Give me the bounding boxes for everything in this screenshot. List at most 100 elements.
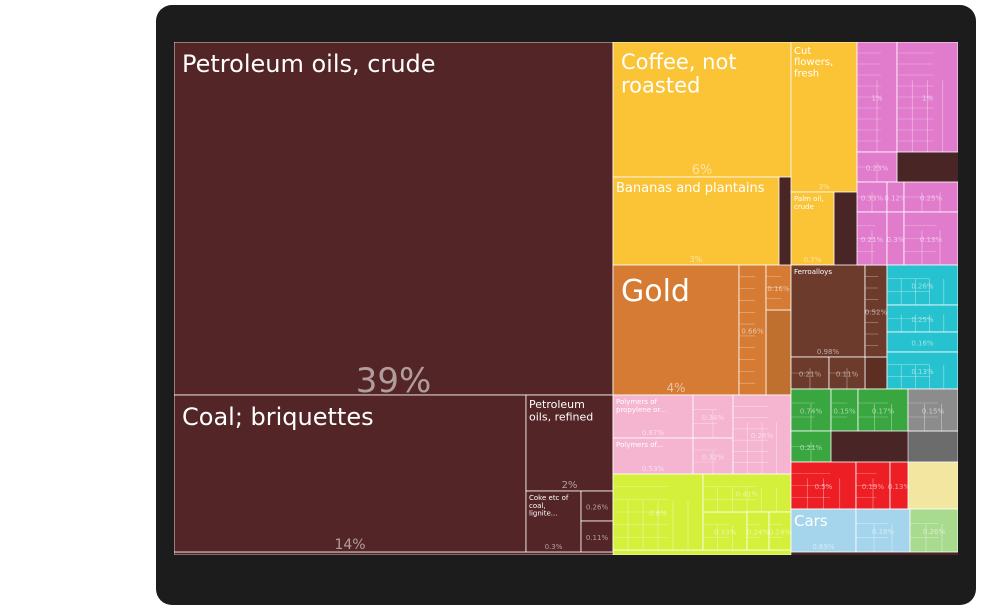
treemap-tile: Coffee, not roasted 6% bbox=[612, 42, 792, 178]
tile-value: 0.25% bbox=[920, 195, 943, 203]
treemap-tile: 0.26% bbox=[732, 394, 792, 475]
treemap-filler-tile bbox=[907, 430, 958, 463]
tile-label-line: Gold bbox=[621, 274, 690, 309]
tile-subdivisions bbox=[858, 402, 892, 431]
tile-value: 0.66% bbox=[741, 328, 764, 336]
tile-label-line: Bananas and plantains bbox=[616, 181, 765, 196]
treemap-tile: Petroleum oils, crude 39% bbox=[174, 42, 614, 401]
treemap-tile: 0.18% bbox=[855, 508, 911, 553]
treemap-tile: 0.13% bbox=[903, 211, 958, 266]
tile-value: 0.26% bbox=[586, 504, 609, 512]
tile-subdivisions bbox=[897, 52, 944, 152]
tile-subdivisions bbox=[791, 368, 814, 389]
tile-subdivisions bbox=[887, 314, 945, 332]
tile-value: 0.33% bbox=[861, 195, 884, 203]
tile-subdivisions bbox=[829, 368, 851, 389]
tile-label-line: Coffee, not bbox=[621, 50, 737, 74]
tile-label-line: Petroleum oils, crude bbox=[182, 50, 436, 78]
tile-subdivisions bbox=[791, 473, 841, 509]
tile-label: Coke etc of coal, lignite... bbox=[529, 494, 569, 518]
treemap-tile: Polymers of propylene or... 0.67% bbox=[612, 394, 694, 439]
tile-subdivisions bbox=[887, 364, 945, 389]
tile-rect bbox=[907, 388, 958, 432]
tile-value: 0.32% bbox=[702, 454, 725, 462]
tile-subdivisions bbox=[791, 441, 815, 462]
treemap-tile: Palm oil, crude 0.7% bbox=[790, 191, 835, 266]
tile-value: 0.15% bbox=[922, 408, 945, 416]
tile-label-line: Ferroalloys bbox=[794, 268, 832, 276]
tile-subdivisions bbox=[857, 224, 875, 265]
tile-subdivisions bbox=[693, 449, 717, 474]
treemap-filler-tile bbox=[174, 551, 614, 555]
tile-subdivisions bbox=[856, 523, 893, 552]
tile-value: 0.67% bbox=[642, 429, 665, 437]
tile-value: 0.19% bbox=[862, 483, 885, 491]
treemap-tile: 0.16% bbox=[886, 331, 958, 353]
tile-label: Petroleum oils, crude bbox=[182, 50, 436, 78]
treemap-tile: 1% bbox=[856, 42, 898, 153]
treemap-tile: 0.33% bbox=[702, 511, 748, 551]
treemap-tile: Ferroalloys 0.98% bbox=[790, 264, 866, 358]
tile-value: 0.18% bbox=[872, 528, 895, 536]
tile-rect bbox=[855, 508, 911, 553]
tile-subdivisions bbox=[703, 524, 733, 550]
tile-label-line: Polymers of bbox=[616, 398, 658, 406]
treemap-tile: 0.5% bbox=[790, 461, 857, 510]
treemap-tile: 0.11% bbox=[580, 520, 614, 553]
tile-rect bbox=[790, 191, 835, 266]
tile-label-line: Palm oil, bbox=[794, 195, 824, 203]
tile-subdivisions bbox=[887, 278, 945, 305]
treemap-tile: 0.13% bbox=[886, 351, 958, 390]
tile-value: 0.26% bbox=[751, 432, 774, 440]
treemap-tile: 0.12% bbox=[884, 181, 907, 213]
treemap-filler-tile bbox=[612, 549, 792, 555]
tile-value: 0.17% bbox=[872, 408, 895, 416]
tile-subdivisions bbox=[791, 402, 815, 431]
tile-rect bbox=[903, 181, 958, 213]
treemap-filler-tile bbox=[864, 356, 888, 390]
treemap-tile: 0.14% bbox=[768, 511, 791, 551]
tile-label-line: lignite... bbox=[529, 510, 557, 518]
treemap-tile: 0.3% bbox=[886, 211, 905, 266]
tile-subdivisions bbox=[739, 276, 756, 384]
tile-value: 0.21% bbox=[861, 236, 884, 244]
tile-subdivisions bbox=[904, 224, 941, 265]
tile-rect bbox=[830, 388, 859, 432]
tile-value: 0.24% bbox=[747, 529, 770, 537]
tile-value: 0.3% bbox=[545, 543, 563, 551]
treemap-tile: 0.26% bbox=[886, 264, 958, 306]
tile-subdivisions bbox=[856, 473, 877, 509]
tile-value: 0.23% bbox=[866, 165, 889, 173]
tile-value: 0.5% bbox=[815, 483, 833, 491]
treemap-tile: 0.11% bbox=[828, 356, 866, 390]
tile-value: 0.21% bbox=[799, 371, 822, 379]
treemap-tile: Cut flowers, fresh 3% bbox=[790, 42, 858, 193]
tile-label-line: oils, refined bbox=[529, 410, 593, 423]
treemap-tile: Cars 0.69% bbox=[790, 508, 857, 553]
treemap-filler-tile bbox=[765, 309, 792, 396]
treemap-tile: 0.17% bbox=[857, 388, 909, 432]
treemap-tile: 0.21% bbox=[790, 430, 832, 463]
tile-value: 14% bbox=[334, 537, 365, 553]
tile-subdivisions bbox=[908, 402, 942, 431]
export-treemap: Petroleum oils, crude 39% Coal; briquettes… bbox=[174, 42, 958, 555]
treemap-tile: 0.21% bbox=[790, 356, 830, 390]
tile-value: 0.34% bbox=[702, 414, 725, 422]
tile-rect bbox=[612, 437, 694, 475]
tile-value: 2% bbox=[562, 480, 578, 491]
tile-value: 3% bbox=[818, 183, 829, 191]
tile-label: Coffee, not roasted bbox=[621, 50, 737, 98]
tile-value: 0.25% bbox=[911, 316, 934, 324]
treemap-tile: 0.6% bbox=[612, 473, 704, 551]
treemap-tile: Polymers of... 0.53% bbox=[612, 437, 694, 475]
treemap-tile: 0.19% bbox=[855, 461, 891, 510]
tile-subdivisions bbox=[831, 402, 848, 418]
tile-rect bbox=[525, 394, 614, 492]
tile-label-line: fresh bbox=[794, 68, 819, 79]
treemap-tile: 0.15% bbox=[907, 388, 958, 432]
tile-rect bbox=[580, 520, 614, 553]
tile-value: 0.7% bbox=[804, 256, 822, 264]
tile-value: 0.11% bbox=[586, 534, 609, 542]
tile-rect bbox=[174, 394, 527, 553]
tile-label-line: coal, bbox=[529, 502, 546, 510]
